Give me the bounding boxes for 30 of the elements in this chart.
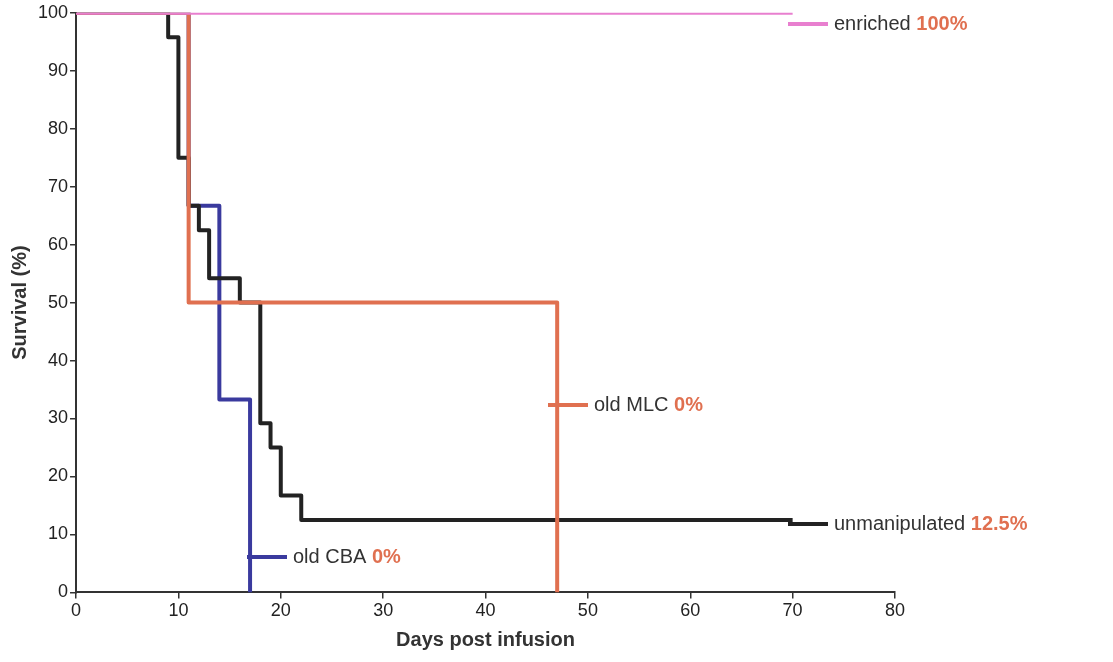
y-tick-label: 60 [48, 233, 69, 254]
y-tick-label: 90 [48, 59, 69, 80]
y-tick-label: 100 [37, 1, 69, 22]
legend-label: old CBA [293, 544, 368, 567]
x-tick-label: 10 [168, 600, 189, 621]
x-tick-label: 20 [270, 600, 291, 621]
x-tick-label: 30 [373, 600, 394, 621]
x-tick-label: 60 [680, 600, 701, 621]
y-tick-label: 70 [48, 175, 69, 196]
y-tick-label: 0 [58, 581, 69, 602]
y-tick-label: 30 [48, 407, 69, 428]
x-tick-label: 70 [782, 600, 803, 621]
x-tick-label: 40 [475, 600, 496, 621]
x-tick-label: 50 [577, 600, 598, 621]
x-axis-title: Days post infusion [396, 627, 575, 650]
annotation: 0% [371, 544, 402, 567]
y-tick-label: 50 [48, 291, 69, 312]
y-tick-label: 10 [48, 523, 69, 544]
text: 12.5% [970, 511, 1028, 534]
annotation: 0% [674, 392, 704, 415]
x-tick-label: 80 [884, 600, 906, 621]
legend-label: enriched [834, 11, 911, 34]
text: 100% [916, 11, 968, 34]
legend-label: old MLC [594, 392, 669, 415]
y-axis-title: Survival (%) [7, 245, 30, 360]
x-tick-label: 0 [71, 600, 82, 621]
y-tick-label: 80 [48, 117, 69, 138]
legend-label: unmanipulated [834, 511, 966, 534]
y-tick-label: 20 [48, 465, 69, 486]
y-tick-label: 40 [48, 349, 69, 370]
